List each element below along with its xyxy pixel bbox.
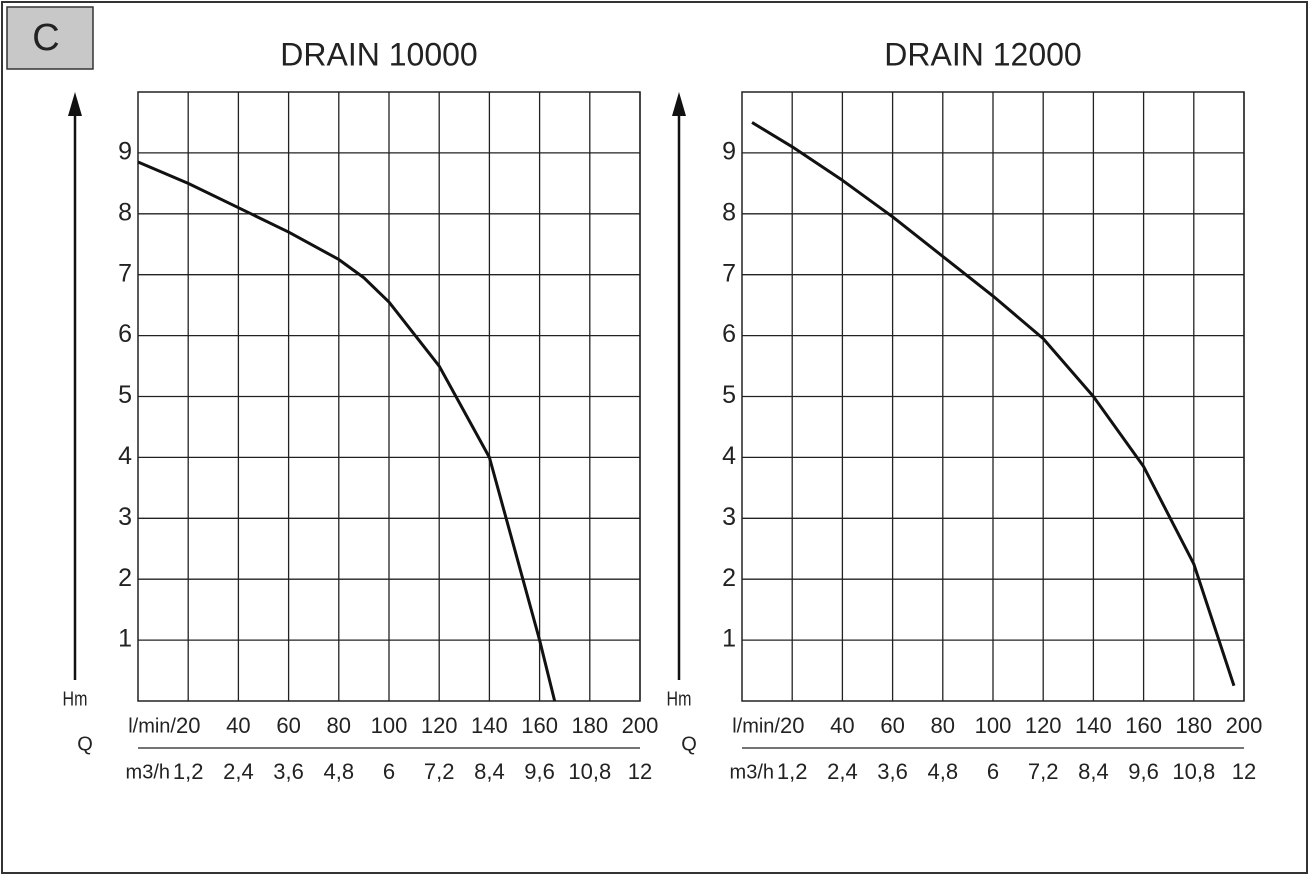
y-tick-label: 8 [118, 198, 132, 226]
x-tick-label: 180 [1175, 713, 1212, 738]
x-tick-label: 200 [1226, 713, 1263, 738]
x-axis-label: Q [77, 733, 93, 755]
x-tick-label: 200 [622, 713, 659, 738]
y-tick-label: 9 [118, 138, 132, 166]
x-tick-label: 140 [471, 713, 508, 738]
y-tick-label: 8 [722, 198, 736, 226]
y-tick-label: 1 [118, 625, 132, 653]
x2-tick-label: 9,6 [524, 759, 555, 784]
y-tick-label: 2 [118, 564, 132, 592]
x-unit: l/min/ [732, 715, 780, 737]
x2-tick-label: 3,6 [877, 759, 908, 784]
y-tick-label: 3 [118, 503, 132, 531]
x2-tick-label: 10,8 [568, 759, 611, 784]
x-tick-label: 80 [327, 713, 351, 738]
x2-tick-label: 3,6 [273, 759, 304, 784]
y-tick-label: 7 [118, 259, 132, 287]
y-tick-label: 5 [722, 381, 736, 409]
y-tick-label: 4 [722, 442, 736, 470]
x2-tick-label: 12 [628, 759, 652, 784]
x-tick-label: 60 [880, 713, 904, 738]
chart-title: DRAIN 10000 [280, 36, 477, 72]
x2-tick-label: 8,4 [474, 759, 505, 784]
x-tick-label: 120 [1025, 713, 1062, 738]
y-tick-label: 6 [118, 320, 132, 348]
x2-tick-label: 7,2 [424, 759, 455, 784]
y-tick-label: 5 [118, 381, 132, 409]
pump-curve [751, 121, 1236, 687]
panel-label: C [32, 17, 59, 59]
x2-tick-label: 1,2 [173, 759, 204, 784]
x2-tick-label: 1,2 [777, 759, 808, 784]
chart-title: DRAIN 12000 [884, 36, 1081, 72]
x2-unit: m3/h [730, 761, 774, 783]
x2-tick-label: 2,4 [827, 759, 858, 784]
panel-box [6, 6, 94, 70]
x-tick-label: 100 [371, 713, 408, 738]
x-tick-label: 100 [975, 713, 1012, 738]
x2-tick-label: 6 [383, 759, 395, 784]
x-tick-label: 140 [1075, 713, 1112, 738]
y-axis-label: Hm [63, 688, 88, 710]
y-tick-label: 9 [722, 138, 736, 166]
x2-tick-label: 9,6 [1128, 759, 1159, 784]
x2-tick-label: 8,4 [1078, 759, 1109, 784]
y-tick-label: 2 [722, 564, 736, 592]
y-axis-label: Hm [667, 688, 692, 710]
x-tick-label: 180 [571, 713, 608, 738]
x-unit: l/min/ [128, 715, 176, 737]
pump-curve [137, 160, 557, 702]
arrow-head [68, 92, 82, 116]
y-tick-label: 7 [722, 259, 736, 287]
x-tick-label: 160 [1125, 713, 1162, 738]
x-tick-label: 80 [931, 713, 955, 738]
x2-tick-label: 4,8 [928, 759, 959, 784]
x2-tick-label: 2,4 [223, 759, 254, 784]
x-tick-label: 40 [226, 713, 250, 738]
x-tick-label: 20 [176, 713, 200, 738]
y-tick-label: 6 [722, 320, 736, 348]
y-tick-label: 3 [722, 503, 736, 531]
x2-tick-label: 10,8 [1172, 759, 1215, 784]
x2-unit: m3/h [126, 761, 170, 783]
x2-tick-label: 7,2 [1028, 759, 1059, 784]
y-tick-label: 4 [118, 442, 132, 470]
x-tick-label: 60 [276, 713, 300, 738]
x-tick-label: 120 [421, 713, 458, 738]
y-tick-label: 1 [722, 625, 736, 653]
x-tick-label: 40 [830, 713, 854, 738]
x-tick-label: 160 [521, 713, 558, 738]
x2-tick-label: 12 [1232, 759, 1256, 784]
arrow-head [672, 92, 686, 116]
x2-tick-label: 6 [987, 759, 999, 784]
x-axis-label: Q [681, 733, 697, 755]
x-tick-label: 20 [780, 713, 804, 738]
x2-tick-label: 4,8 [324, 759, 355, 784]
